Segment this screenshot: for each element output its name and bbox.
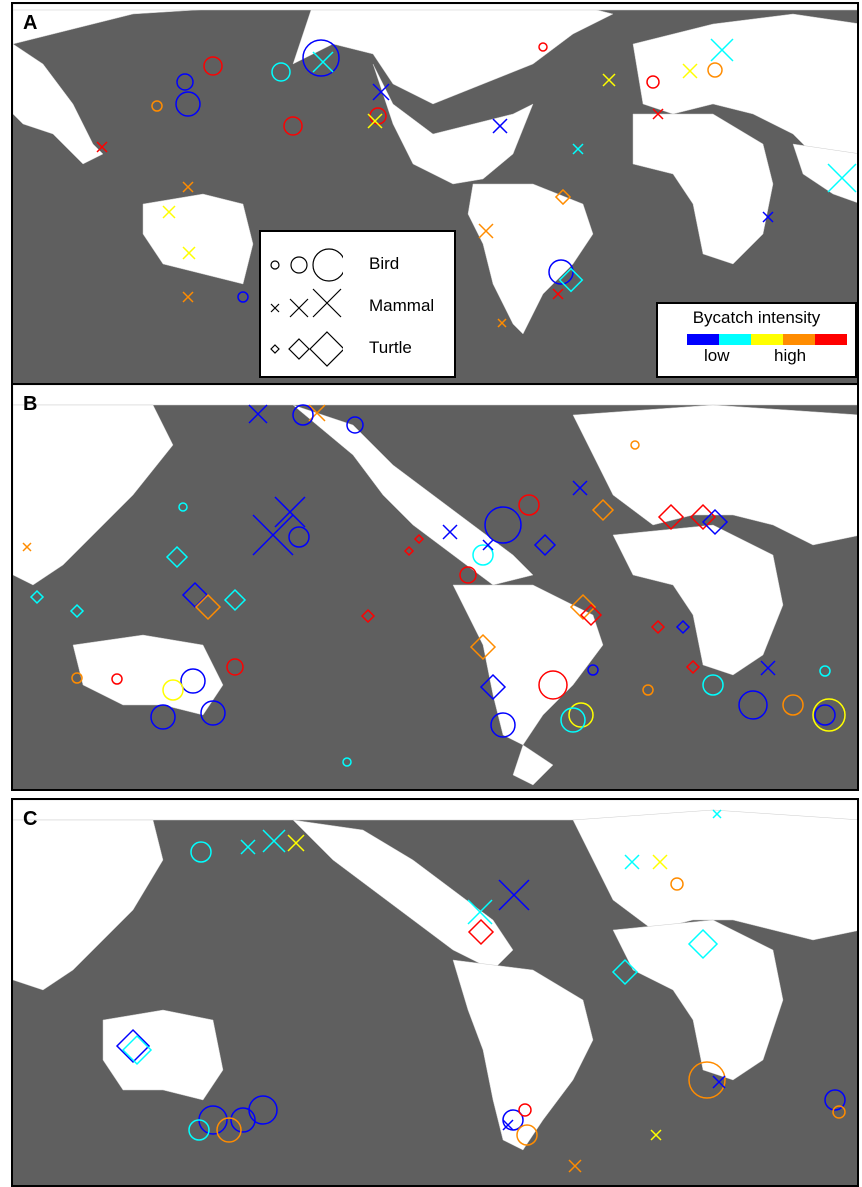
world-map-a — [13, 4, 857, 335]
panel-label-c: C — [23, 808, 38, 830]
map-panel-b: B — [11, 383, 859, 791]
markers-b — [22, 404, 846, 767]
intensity-swatch — [815, 334, 847, 345]
panel-label-b: B — [23, 393, 38, 415]
legend-turtle-label: Turtle — [369, 338, 412, 357]
bird-large-symbol — [312, 248, 343, 282]
intensity-high-label: high — [774, 346, 807, 365]
intensity-swatch — [783, 334, 815, 345]
intensity-swatch — [751, 334, 783, 345]
turtle-small-symbol — [270, 344, 280, 354]
world-map-b — [13, 385, 857, 786]
intensity-title: Bycatch intensity — [692, 308, 821, 327]
turtle-medium-symbol — [288, 338, 310, 360]
markers-a — [96, 38, 857, 328]
markers-c — [115, 809, 846, 1173]
mammal-small-symbol — [270, 303, 280, 313]
turtle-large-symbol — [309, 331, 343, 367]
legend-mammal-label: Mammal — [369, 296, 435, 315]
map-panel-c: C — [11, 798, 859, 1187]
species-legend: Bird Mammal Turtle — [259, 230, 456, 378]
land-b — [13, 385, 857, 786]
species-legend-symbols — [270, 248, 343, 367]
mammal-large-symbol — [312, 288, 342, 318]
bird-medium-symbol — [290, 256, 308, 274]
mammal-medium-symbol — [289, 298, 309, 318]
land-a — [13, 4, 857, 335]
intensity-low-label: low — [704, 346, 730, 365]
legend-bird-label: Bird — [369, 254, 400, 273]
intensity-swatch — [687, 334, 719, 345]
panel-label-a: A — [23, 12, 38, 34]
intensity-swatch — [719, 334, 751, 345]
bird-small-symbol — [270, 260, 280, 270]
intensity-colorbar — [687, 334, 847, 345]
map-panel-a: A Bird Mammal Turtle Bycatch intensity — [11, 2, 859, 390]
world-map-c — [13, 800, 857, 1173]
land-c — [13, 800, 857, 1151]
intensity-legend: Bycatch intensity low high — [656, 302, 857, 378]
